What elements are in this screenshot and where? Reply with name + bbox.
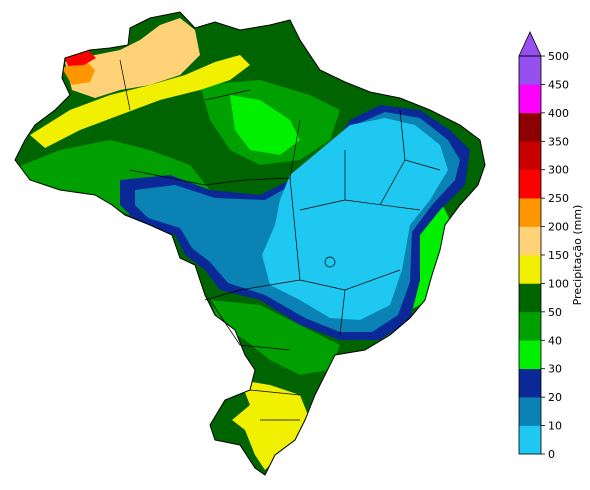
colorbar-segments — [519, 56, 541, 454]
colorbar-tick-label: 500 — [548, 50, 569, 63]
colorbar-extend-arrow — [519, 32, 541, 56]
colorbar-tick-label: 100 — [548, 277, 569, 290]
colorbar-segment — [519, 312, 541, 341]
colorbar-tick-label: 10 — [548, 420, 562, 433]
colorbar-segment — [519, 113, 541, 142]
colorbar-segment — [519, 426, 541, 455]
colorbar-tick-label: 400 — [548, 107, 569, 120]
colorbar-segment — [519, 198, 541, 227]
colorbar-tick-label: 150 — [548, 249, 569, 262]
colorbar-tick-label: 350 — [548, 135, 569, 148]
colorbar-tick-label: 450 — [548, 78, 569, 91]
colorbar-segment — [519, 227, 541, 256]
colorbar-tick-label: 50 — [548, 306, 562, 319]
colorbar-tick-label: 40 — [548, 334, 562, 347]
colorbar-tick-label: 250 — [548, 192, 569, 205]
colorbar-segment — [519, 255, 541, 284]
colorbar-tick-label: 0 — [548, 448, 555, 461]
colorbar-label: Precipitação (mm) — [571, 205, 584, 306]
colorbar-segment — [519, 397, 541, 426]
colorbar-tick-label: 20 — [548, 391, 562, 404]
colorbar-segment — [519, 170, 541, 199]
colorbar-segment — [519, 141, 541, 170]
brazil-precipitation-map — [0, 0, 500, 490]
colorbar-tick-label: 300 — [548, 164, 569, 177]
colorbar-tick-label: 30 — [548, 363, 562, 376]
precipitation-field — [0, 0, 500, 490]
colorbar-segment — [519, 369, 541, 398]
colorbar: 0 10 20 30 40 50 100 150 200 250 300 350 400 450 500 P… — [505, 28, 590, 468]
colorbar-segment — [519, 340, 541, 369]
colorbar-tick-label: 200 — [548, 221, 569, 234]
colorbar-ticks: 0 10 20 30 40 50 100 150 200 250 300 350 400 450 500 — [541, 50, 569, 461]
colorbar-segment — [519, 283, 541, 312]
colorbar-segment — [519, 84, 541, 113]
colorbar-segment — [519, 56, 541, 85]
